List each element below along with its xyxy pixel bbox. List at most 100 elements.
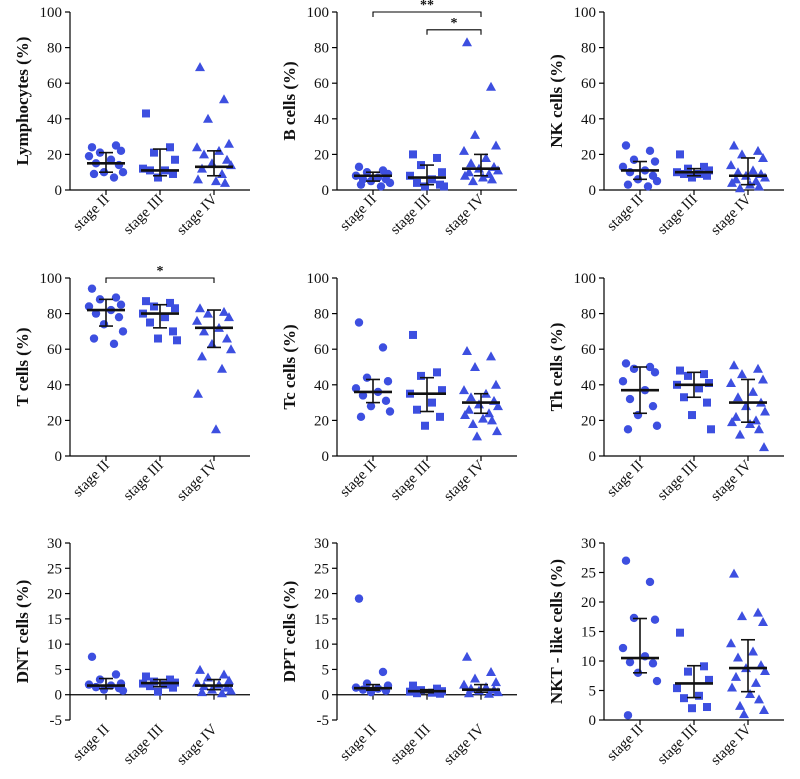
data-point	[195, 62, 205, 72]
data-point	[470, 673, 480, 683]
data-point	[652, 676, 662, 686]
data-point	[217, 168, 227, 178]
data-point	[354, 162, 364, 172]
data-point	[493, 401, 503, 411]
data-point	[197, 687, 207, 697]
data-point	[726, 638, 736, 648]
data-point	[735, 183, 745, 193]
data-point	[751, 677, 761, 687]
data-point	[106, 155, 116, 164]
panel-6: 0 20 40 60 80 100 stage II stage III stage IV Th …	[547, 271, 784, 504]
y-axis-label: DPT cells (%)	[280, 581, 299, 683]
data-point	[652, 421, 662, 430]
data-point	[459, 145, 469, 155]
x-category-label: stage III	[387, 458, 433, 504]
data-point	[645, 577, 655, 587]
x-category-label: stage IV	[441, 721, 488, 768]
panel-3: 0 20 40 60 80 100 stage II stage III stage IV NK …	[547, 5, 784, 238]
data-point	[745, 689, 755, 699]
y-tick-label: 10	[47, 637, 62, 653]
panel-1: 0 20 40 60 80 100 stage II stage III stage IV Lym…	[13, 5, 250, 238]
data-point	[748, 646, 758, 656]
y-tick-label: 10	[314, 637, 329, 653]
data-point	[758, 374, 768, 384]
y-axis-label: NKT - like cells (%)	[547, 559, 566, 704]
data-point	[169, 169, 177, 178]
data-point	[378, 343, 388, 352]
data-point	[224, 675, 234, 685]
y-axis-label: T cells (%)	[13, 327, 32, 406]
data-point	[629, 155, 639, 164]
data-point	[754, 694, 764, 704]
data-point	[438, 168, 446, 177]
data-point	[695, 169, 703, 178]
significance-label: **	[420, 0, 434, 13]
data-point	[166, 675, 174, 684]
data-point	[146, 682, 154, 691]
data-point	[688, 411, 696, 420]
data-point	[487, 174, 497, 184]
data-point	[623, 711, 633, 720]
y-tick-label: 0	[55, 449, 63, 465]
data-point	[688, 173, 696, 182]
data-point	[470, 129, 480, 139]
data-point	[726, 160, 736, 170]
x-category-label: stage IV	[174, 457, 221, 504]
data-point	[433, 368, 441, 377]
data-point	[366, 401, 376, 411]
y-tick-label: 0	[55, 688, 63, 704]
y-tick-label: 15	[581, 625, 596, 641]
x-category-label: stage III	[654, 722, 700, 768]
x-category-label: stage II	[604, 722, 647, 765]
data-point	[462, 651, 472, 661]
y-axis-label: Lymphocytes (%)	[13, 37, 32, 166]
y-tick-label: 0	[322, 183, 330, 199]
data-point	[618, 377, 628, 386]
data-point	[142, 109, 150, 118]
data-point	[383, 377, 393, 386]
x-category-label: stage IV	[708, 457, 755, 504]
x-category-label: stage III	[654, 192, 700, 238]
data-point	[645, 146, 655, 156]
data-point	[351, 384, 361, 393]
data-point	[356, 412, 366, 422]
data-point	[116, 300, 126, 309]
x-category-label: stage II	[337, 192, 380, 235]
data-point	[759, 704, 769, 714]
data-point	[406, 171, 414, 180]
data-point	[484, 408, 494, 418]
data-point	[89, 334, 99, 343]
data-point	[726, 378, 736, 388]
data-point	[87, 652, 97, 661]
data-point	[171, 155, 179, 164]
data-point	[650, 157, 660, 166]
y-axis-label: B cells (%)	[280, 61, 299, 140]
y-tick-label: 5	[589, 684, 597, 700]
data-point	[729, 140, 739, 150]
data-point	[417, 371, 425, 380]
y-tick-label: 10	[581, 654, 596, 670]
data-point	[91, 309, 101, 318]
y-axis-label: DNT cells (%)	[13, 580, 32, 684]
data-point	[413, 689, 421, 698]
data-point	[169, 327, 177, 336]
data-point	[421, 421, 429, 430]
data-point	[84, 302, 94, 311]
data-point	[760, 666, 770, 676]
data-point	[729, 568, 739, 578]
data-point	[378, 667, 388, 677]
data-point	[226, 685, 236, 695]
y-tick-label: 80	[47, 307, 62, 323]
data-point	[758, 617, 768, 627]
data-point	[727, 682, 737, 692]
data-point	[433, 684, 441, 693]
data-point	[688, 704, 696, 713]
y-tick-label: 30	[47, 536, 62, 552]
panel-7: -5 0 5 10 15 20 25 30 stage II stage III stage IV D…	[13, 536, 250, 768]
data-point	[645, 362, 655, 372]
data-point	[84, 151, 94, 161]
y-tick-label: 20	[314, 587, 329, 603]
data-point	[737, 149, 747, 159]
data-point	[648, 401, 658, 411]
y-tick-label: 20	[314, 413, 329, 429]
